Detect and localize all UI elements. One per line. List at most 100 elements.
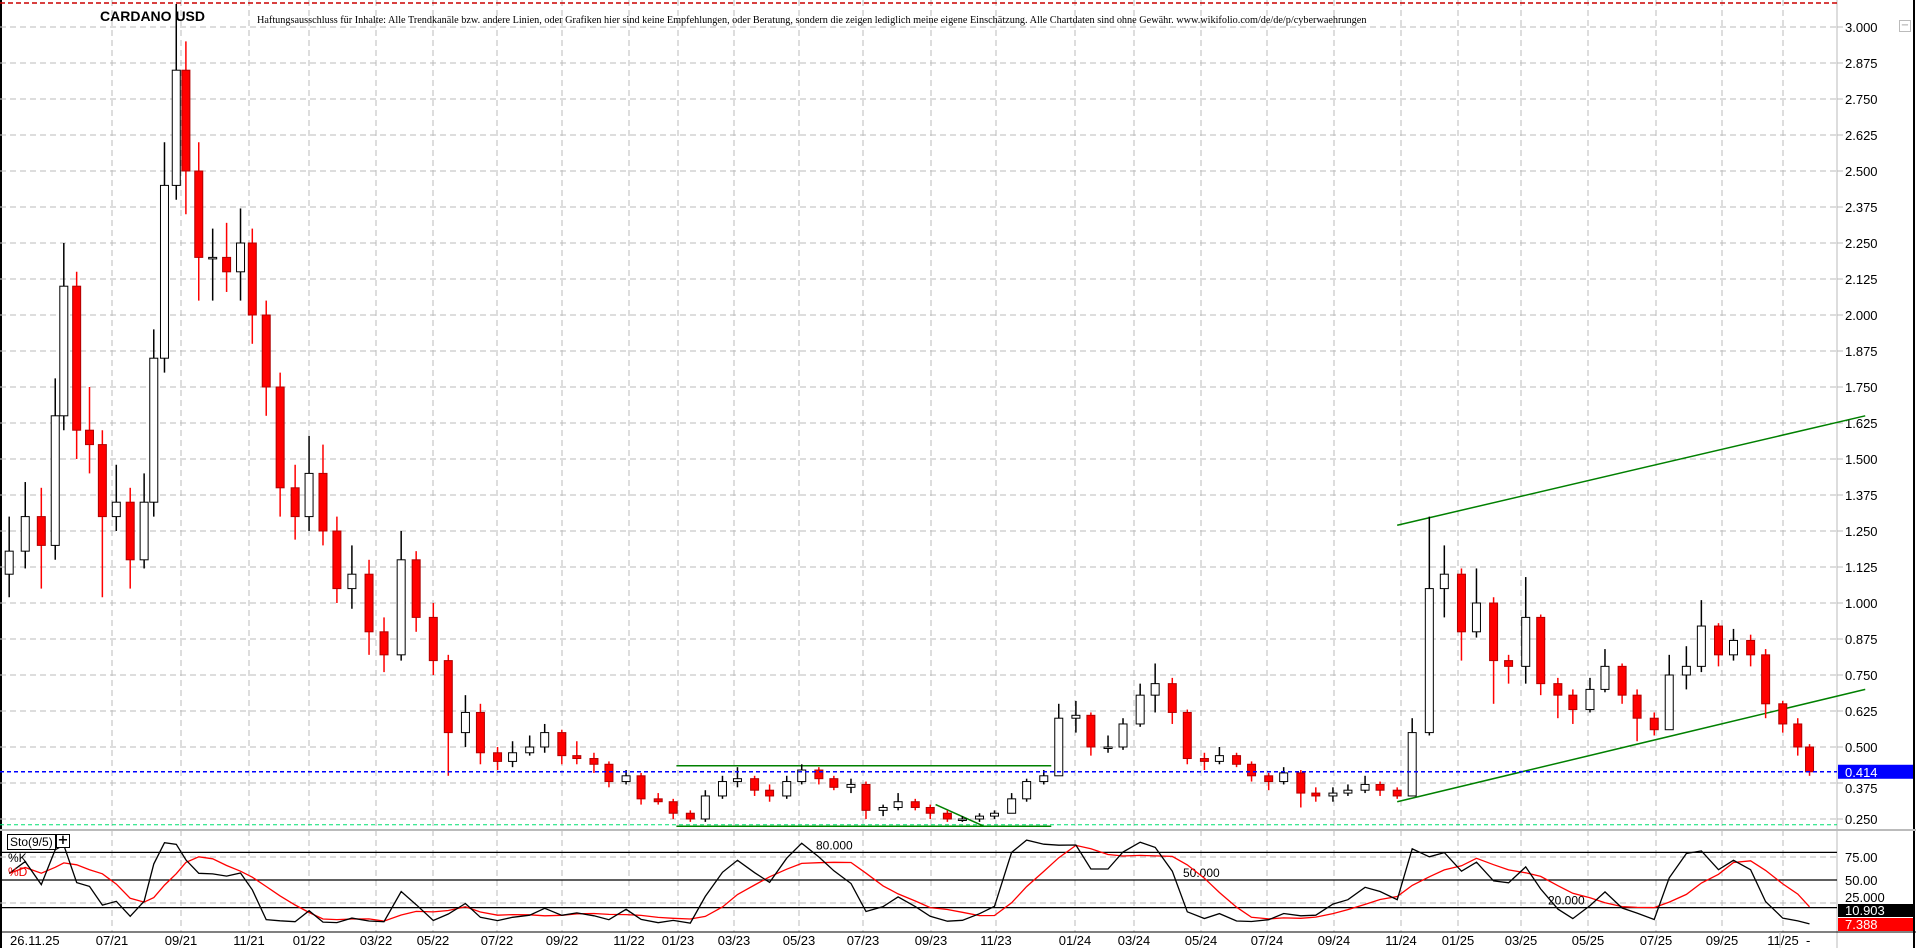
- candle: [957, 816, 967, 822]
- x-tick-label: 03/24: [1118, 933, 1151, 948]
- candle: [829, 775, 839, 791]
- candle: [990, 810, 1000, 819]
- candle-body: [208, 256, 218, 260]
- cursor-date-label: 26.11.25: [10, 933, 60, 948]
- x-tick-label: 05/24: [1185, 933, 1218, 948]
- candle-body: [125, 501, 135, 561]
- candle: [149, 329, 159, 517]
- candle-body: [1039, 775, 1049, 783]
- scroll-minus: -: [1806, 933, 1810, 948]
- candle-body: [814, 769, 824, 780]
- candle: [1343, 784, 1353, 796]
- candle: [782, 775, 792, 799]
- candle-body: [668, 801, 678, 814]
- y-tick-label: 1.875: [1845, 344, 1878, 359]
- candle: [1375, 781, 1385, 796]
- candle: [1086, 712, 1096, 756]
- candle-body: [557, 732, 567, 757]
- candle-body: [1521, 616, 1531, 667]
- x-tick-label: 07/24: [1251, 933, 1284, 948]
- x-tick-label: 05/22: [417, 933, 450, 948]
- candle-body: [1585, 688, 1595, 711]
- candle-body: [59, 285, 69, 417]
- stochastic-label[interactable]: Sto(9/5): [7, 834, 56, 850]
- candle-body: [493, 752, 503, 762]
- candle-body: [861, 783, 871, 811]
- candle-body: [364, 573, 374, 633]
- candle: [181, 41, 191, 215]
- candle: [975, 813, 985, 822]
- candle: [364, 559, 374, 655]
- candle-body: [717, 781, 727, 797]
- d-value-label: 7.388: [1845, 917, 1878, 932]
- candle-body: [1778, 703, 1788, 725]
- candle: [1681, 646, 1691, 690]
- candle: [20, 482, 30, 569]
- candle: [4, 516, 14, 598]
- candle-body: [111, 501, 121, 518]
- candle: [1728, 628, 1738, 661]
- x-tick-label: 09/24: [1318, 933, 1351, 948]
- candle-body: [1714, 625, 1723, 656]
- candle-body: [1568, 694, 1578, 711]
- candle: [1632, 689, 1642, 742]
- candle: [557, 729, 567, 765]
- candle: [1071, 700, 1081, 733]
- candle: [1407, 718, 1417, 797]
- candle-body: [460, 711, 470, 734]
- candle-body: [4, 550, 14, 575]
- x-tick-label: 09/23: [915, 933, 948, 948]
- candle-body: [72, 285, 82, 431]
- candle-body: [1264, 775, 1274, 783]
- candle: [1664, 654, 1674, 731]
- x-tick-label: 01/24: [1059, 933, 1092, 948]
- k-legend: %K: [8, 851, 27, 865]
- candle: [540, 723, 550, 753]
- y-tick-label: 0.625: [1845, 704, 1878, 719]
- candle-body: [1296, 772, 1306, 794]
- plus-icon[interactable]: +: [56, 833, 70, 848]
- candle-body: [475, 711, 485, 754]
- x-tick-label: 07/25: [1640, 933, 1673, 948]
- candle-body: [782, 781, 792, 797]
- candle: [1150, 663, 1160, 713]
- candle-body: [236, 242, 246, 273]
- candle-body: [910, 801, 920, 808]
- candle: [59, 243, 69, 431]
- candle-body: [732, 778, 742, 783]
- candle: [1360, 775, 1370, 794]
- chart-title: CARDANO USD: [100, 8, 205, 24]
- candle-body: [975, 815, 985, 820]
- candle-body: [653, 798, 663, 803]
- candle-body: [1536, 616, 1546, 685]
- candle: [732, 767, 742, 788]
- candle: [493, 747, 503, 771]
- candle-body: [829, 778, 839, 788]
- y-tick-label: 2.875: [1845, 56, 1878, 71]
- y-tick-label: 0.750: [1845, 668, 1878, 683]
- x-tick-label: 09/21: [165, 933, 198, 948]
- candle-body: [1247, 763, 1257, 777]
- candle: [1264, 772, 1274, 791]
- candle-body: [139, 501, 149, 561]
- candle-body: [1103, 746, 1113, 749]
- candle-body: [846, 783, 856, 788]
- candle: [347, 545, 357, 609]
- candle: [1617, 663, 1627, 704]
- candle: [814, 767, 824, 785]
- candle: [97, 430, 107, 598]
- candle-body: [604, 763, 614, 783]
- candle: [1504, 654, 1514, 684]
- candle-body: [1232, 755, 1242, 765]
- collapse-icon[interactable]: −: [1899, 20, 1911, 32]
- candle-body: [1617, 665, 1627, 696]
- candle: [1600, 649, 1610, 693]
- candle-body: [750, 778, 760, 791]
- candle: [1424, 516, 1434, 736]
- candle: [1649, 712, 1659, 736]
- candle-body: [1118, 723, 1128, 748]
- candle-body: [411, 559, 421, 618]
- y-tick-label: 3.000: [1845, 20, 1878, 35]
- candle-body: [1071, 714, 1081, 719]
